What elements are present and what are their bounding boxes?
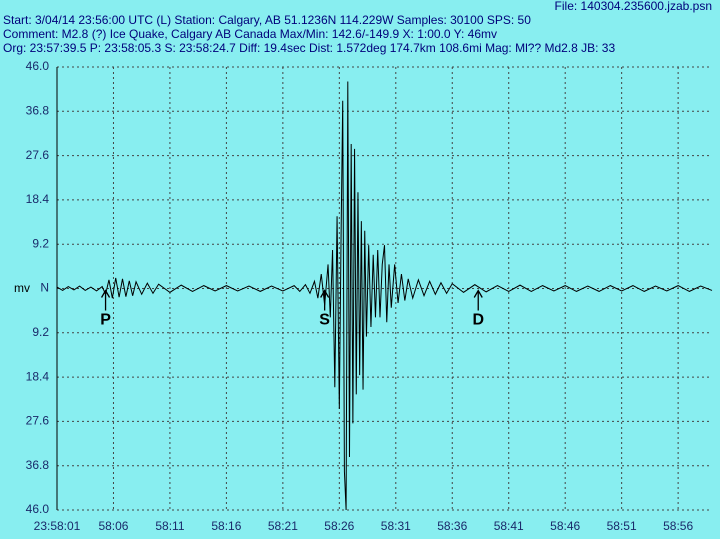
- x-tick-label: 58:46: [550, 519, 580, 533]
- y-tick-label: 36.8: [26, 103, 50, 117]
- y-tick-label: N: [40, 281, 49, 295]
- pick-label: P: [100, 312, 111, 329]
- pick-arrow: [473, 289, 483, 311]
- start-info: Start: 3/04/14 23:56:00 UTC (L) Station:…: [3, 13, 531, 27]
- y-tick-label: 46.0: [26, 502, 50, 516]
- y-tick-label: 27.6: [26, 414, 50, 428]
- y-tick-label: 46.0: [26, 59, 50, 73]
- x-tick-label: 58:11: [155, 519, 184, 533]
- x-tick-label: 58:16: [211, 519, 241, 533]
- x-tick-label: 58:36: [437, 519, 467, 533]
- pick-label: S: [319, 312, 330, 329]
- pick-arrow: [320, 289, 330, 311]
- x-tick-label: 58:56: [663, 519, 693, 533]
- x-tick-label: 23:58:01: [34, 519, 81, 533]
- waveform: [56, 81, 713, 511]
- y-tick-label: 9.2: [32, 236, 49, 250]
- y-tick-label: 27.6: [26, 148, 50, 162]
- y-tick-label: 18.4: [26, 192, 50, 206]
- y-axis-label: mv: [14, 281, 30, 295]
- x-tick-label: 58:51: [607, 519, 637, 533]
- pick-label: D: [472, 312, 484, 329]
- x-tick-label: 58:41: [494, 519, 524, 533]
- y-tick-label: 9.2: [32, 325, 49, 339]
- y-tick-label: 36.8: [26, 458, 50, 472]
- x-tick-label: 58:31: [381, 519, 411, 533]
- origin-info: Org: 23:57:39.5 P: 23:58:05.3 S: 23:58:2…: [3, 41, 615, 55]
- pick-arrow: [100, 289, 111, 311]
- file-name: File: 140304.235600.jzab.psn: [555, 0, 712, 13]
- comment-info: Comment: M2.8 (?) Ice Quake, Calgary AB …: [3, 27, 497, 41]
- y-tick-label: 18.4: [26, 369, 50, 383]
- x-tick-label: 58:06: [98, 519, 128, 533]
- x-tick-label: 58:26: [324, 519, 354, 533]
- x-tick-label: 58:21: [268, 519, 298, 533]
